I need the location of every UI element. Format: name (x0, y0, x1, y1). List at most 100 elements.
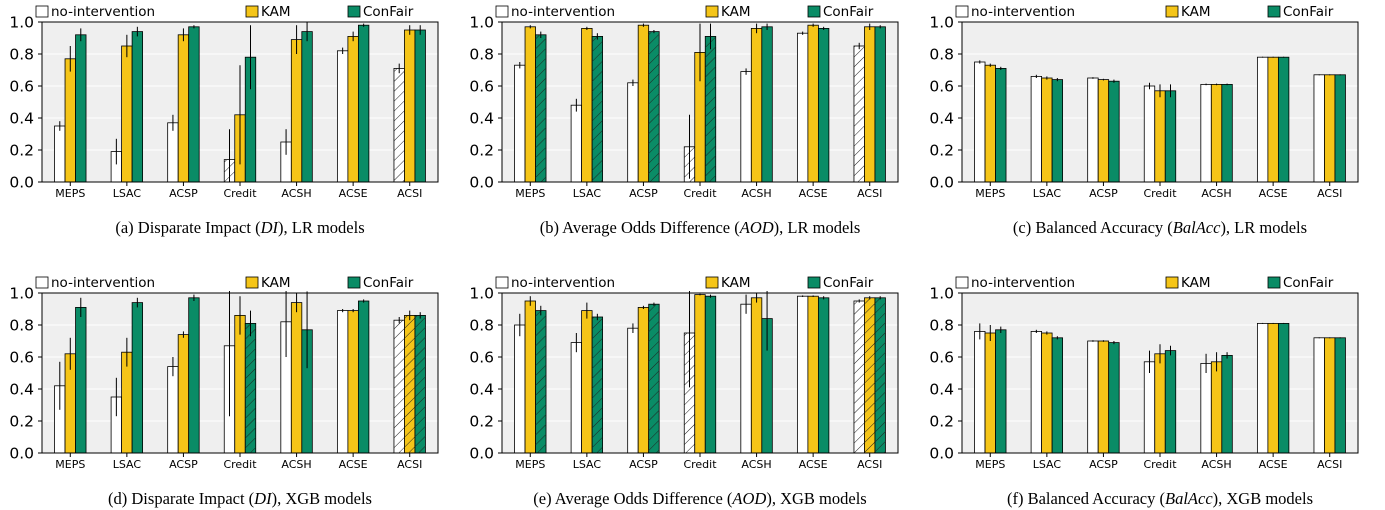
bar-ConFair (357, 24, 370, 183)
legend-label-no-intervention: no-intervention (511, 4, 615, 20)
x-tick-label: LSAC (1033, 458, 1062, 471)
bar-KAM (750, 27, 763, 183)
bar-no-intervention (740, 71, 752, 183)
bar-KAM (1324, 74, 1336, 183)
x-tick-label: ACSE (339, 458, 368, 471)
bar-no-intervention (627, 327, 639, 454)
x-tick-label: ACSE (339, 187, 368, 200)
panel-caption: (a) Disparate Impact (DI), LR models (115, 218, 364, 237)
bar-ConFair (1334, 74, 1346, 183)
x-tick-label: Credit (683, 187, 717, 200)
legend-swatch-ConFair (1267, 5, 1281, 18)
y-tick-label: 0.2 (9, 142, 34, 160)
caption-text: (b) Average Odds Difference ( (540, 218, 740, 237)
bar-ConFair (131, 302, 144, 454)
legend: no-intervention KAM ConFair (35, 275, 414, 291)
bar-ConFair (188, 297, 200, 454)
caption-text: ), LR models (1220, 218, 1307, 237)
legend-label-KAM: KAM (1181, 4, 1211, 20)
bar-hatch (705, 36, 716, 183)
bar-hatch (535, 310, 547, 453)
x-tick-label: ACSP (629, 458, 658, 471)
legend-label-no-intervention: no-intervention (511, 275, 615, 291)
bar-KAM (290, 39, 303, 183)
bar-no-intervention (1200, 362, 1212, 454)
y-tick-label: 0.8 (929, 317, 954, 335)
legend-label-ConFair: ConFair (363, 4, 414, 20)
legend: no-intervention KAM ConFair (35, 4, 414, 20)
y-tick-label: 0.0 (469, 174, 494, 192)
bar-ConFair (995, 68, 1007, 183)
bar-hatch (684, 333, 695, 453)
plot-frame (41, 292, 439, 454)
y-tick-label: 0.6 (9, 349, 34, 367)
bar-hatch (648, 304, 660, 453)
legend-swatch-KAM (245, 5, 259, 18)
y-tick-label: 0.4 (9, 110, 34, 128)
caption-text: ), LR models (278, 218, 365, 237)
y-tick-label: 0.2 (469, 413, 494, 431)
y-tick-label: 1.0 (929, 14, 954, 32)
legend-label-ConFair: ConFair (1283, 4, 1334, 20)
bar-no-intervention (1256, 56, 1269, 183)
y-tick-label: 1.0 (9, 285, 34, 303)
caption-metric: BalAcc (1165, 489, 1213, 508)
caption-metric: DI (260, 218, 280, 237)
chart-panel-6: 0.0 0.2 0.4 0.6 0.8 1.0 MEPS LSAC ACSP Credit ACSH… (929, 275, 1359, 508)
x-tick-label: ACSI (397, 458, 422, 471)
bar-KAM (581, 310, 593, 454)
y-tick-label: 0.0 (9, 174, 34, 192)
bar-ConFair (188, 26, 200, 183)
y-tick-label: 0.8 (469, 46, 494, 64)
bar-KAM (807, 24, 819, 183)
legend-swatch-no-intervention (35, 5, 49, 18)
bar-hatch (648, 31, 660, 182)
x-tick-label: LSAC (573, 187, 602, 200)
bar-ConFair (761, 26, 773, 183)
y-tick-label: 0.8 (469, 317, 494, 335)
x-tick-label: MEPS (515, 458, 545, 471)
bar-KAM (1154, 90, 1166, 183)
y-tick-label: 0.8 (9, 317, 34, 335)
bar-no-intervention (1313, 74, 1325, 183)
caption-text: ), XGB models (1213, 489, 1313, 508)
plot-frame (501, 292, 899, 454)
bar-KAM (1324, 337, 1336, 454)
bar-KAM (404, 29, 416, 183)
bar-KAM (121, 45, 133, 183)
bar-KAM (1097, 340, 1110, 454)
y-tick-label: 0.4 (469, 381, 494, 399)
bar-ConFair (1164, 90, 1177, 183)
x-tick-label: ACSI (857, 187, 882, 200)
legend-swatch-no-intervention (495, 276, 509, 289)
y-tick-label: 0.6 (929, 78, 954, 96)
bar-KAM (864, 26, 876, 183)
x-tick-label: LSAC (113, 458, 142, 471)
chart-panel-4: 0.0 0.2 0.4 0.6 0.8 1.0 MEPS LSAC ACSP Credit ACSH… (9, 275, 439, 508)
chart-panel-2: 0.0 0.2 0.4 0.6 0.8 1.0 MEPS LSAC ACSP Credit ACSH… (469, 4, 899, 237)
x-tick-label: Credit (1143, 458, 1177, 471)
bar-no-intervention (167, 366, 179, 454)
bar-KAM (347, 36, 359, 183)
bar-KAM (750, 297, 763, 454)
y-tick-label: 0.0 (929, 445, 954, 463)
y-tick-label: 1.0 (9, 14, 34, 32)
bar-ConFair (1221, 84, 1233, 183)
y-tick-label: 0.4 (469, 110, 494, 128)
y-tick-label: 0.4 (929, 381, 954, 399)
y-tick-label: 0.2 (469, 142, 494, 160)
x-tick-label: ACSP (1089, 458, 1118, 471)
legend-swatch-KAM (1165, 276, 1179, 289)
x-tick-label: ACSE (799, 187, 828, 200)
bar-ConFair (301, 31, 313, 183)
bar-KAM (177, 34, 190, 183)
y-tick-label: 1.0 (469, 285, 494, 303)
bar-ConFair (1221, 354, 1233, 454)
bar-hatch (592, 36, 603, 183)
plot-frame (41, 21, 439, 183)
x-tick-label: MEPS (975, 187, 1005, 200)
bar-no-intervention (570, 342, 583, 454)
bar-hatch (393, 68, 405, 182)
bar-KAM (581, 27, 593, 183)
y-tick-label: 0.6 (469, 78, 494, 96)
